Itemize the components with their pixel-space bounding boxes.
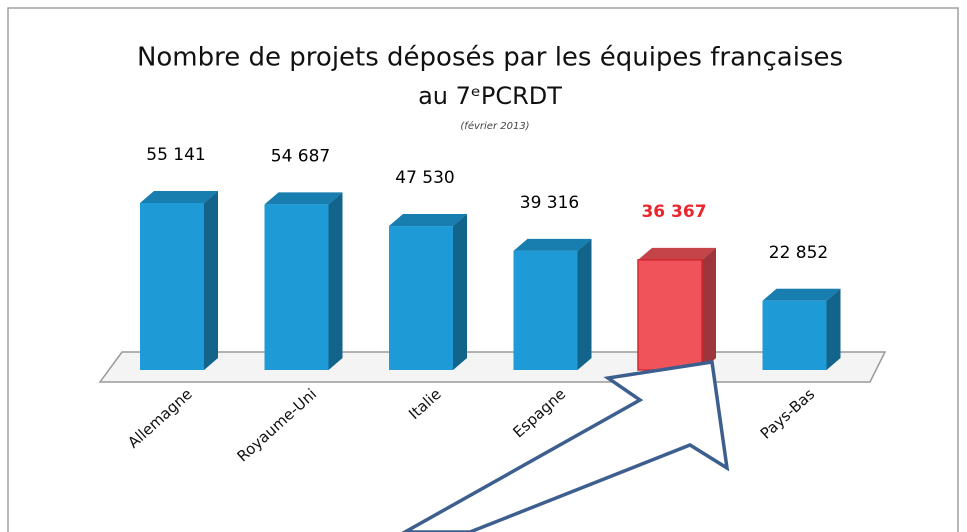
bar-top-shade xyxy=(389,214,467,227)
data-label: 36 367 xyxy=(641,202,706,222)
bar xyxy=(264,204,329,370)
bar-side xyxy=(204,191,218,370)
chart-subtitle: (février 2013) xyxy=(460,120,529,132)
data-label: 54 687 xyxy=(271,146,330,166)
bar xyxy=(637,259,703,371)
bar-side xyxy=(328,192,343,370)
chart-title: Nombre de projets déposés par les équipe… xyxy=(137,43,843,73)
bar-side xyxy=(826,288,841,370)
bar-side-shade xyxy=(577,238,592,370)
bar-side-shade xyxy=(453,214,467,370)
bar xyxy=(513,250,578,370)
bar-side xyxy=(577,238,592,370)
bar-side xyxy=(453,214,467,370)
chart-title-line2: au 7ᵉPCRDT xyxy=(418,82,562,110)
bar xyxy=(140,203,204,370)
bar-top-shade xyxy=(513,238,592,251)
bar-top-shade xyxy=(140,191,218,203)
bar-top xyxy=(140,191,218,203)
bar-side xyxy=(702,247,716,370)
data-label: 39 316 xyxy=(520,193,579,213)
bar xyxy=(762,300,827,370)
bar-side-shade xyxy=(702,247,716,370)
bar-side-shade xyxy=(204,191,218,370)
bar-side-shade xyxy=(826,288,841,370)
bar-top xyxy=(513,238,592,251)
bar-side-shade xyxy=(328,192,343,370)
bar-top-shade xyxy=(762,288,841,301)
data-label: 47 530 xyxy=(395,168,454,188)
arrow-annotation xyxy=(401,360,730,532)
bar-top xyxy=(264,192,343,205)
bar-top xyxy=(638,247,716,260)
bar-top-shade xyxy=(264,192,343,205)
data-label: 55 141 xyxy=(146,145,205,165)
bar xyxy=(389,226,453,370)
data-label: 22 852 xyxy=(769,243,828,263)
bar-top-shade xyxy=(638,247,716,260)
bar-top xyxy=(389,214,467,227)
bar-top xyxy=(762,288,841,301)
